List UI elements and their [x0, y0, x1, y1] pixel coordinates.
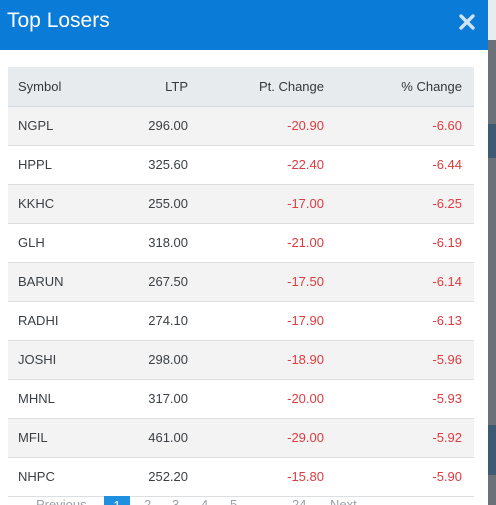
cell-ltp: 325.60 [103, 145, 198, 185]
pagination-page[interactable]: 4 [201, 497, 209, 505]
close-button[interactable] [456, 11, 478, 33]
cell-symbol: MHNL [8, 379, 103, 419]
cell-pct-change: -6.44 [335, 145, 474, 185]
modal-header: Top Losers [0, 0, 488, 50]
pagination-next[interactable]: Next [330, 497, 357, 505]
cell-symbol: NHPC [8, 457, 103, 497]
table-row[interactable]: NHPC 252.20 -15.80 -5.90 [8, 457, 474, 497]
cell-pt-change: -20.90 [198, 106, 335, 146]
page-backdrop [488, 0, 496, 505]
cell-pct-change: -6.19 [335, 223, 474, 263]
table-row[interactable]: KKHC 255.00 -17.00 -6.25 [8, 184, 474, 224]
cell-symbol: BARUN [8, 262, 103, 302]
cell-symbol: NGPL [8, 106, 103, 146]
pagination-page[interactable]: 3 [172, 497, 180, 505]
cell-ltp: 318.00 [103, 223, 198, 263]
table-row[interactable]: BARUN 267.50 -17.50 -6.14 [8, 262, 474, 302]
cell-symbol: HPPL [8, 145, 103, 185]
cell-ltp: 298.00 [103, 340, 198, 380]
cell-symbol: JOSHI [8, 340, 103, 380]
backdrop-panel [488, 425, 496, 475]
table-row[interactable]: MHNL 317.00 -20.00 -5.93 [8, 379, 474, 419]
cell-pt-change: -18.90 [198, 340, 335, 380]
cell-ltp: 255.00 [103, 184, 198, 224]
pagination-page-current[interactable]: 1 [104, 496, 130, 505]
table-row[interactable]: NGPL 296.00 -20.90 -6.60 [8, 106, 474, 146]
cell-ltp: 267.50 [103, 262, 198, 302]
pagination-page-last[interactable]: 24 [292, 497, 307, 505]
cell-pt-change: -17.00 [198, 184, 335, 224]
cell-pct-change: -5.92 [335, 418, 474, 458]
column-header-pt-change[interactable]: Pt. Change [198, 67, 335, 107]
cell-symbol: RADHI [8, 301, 103, 341]
table-row[interactable]: MFIL 461.00 -29.00 -5.92 [8, 418, 474, 458]
cell-pct-change: -6.25 [335, 184, 474, 224]
cell-pct-change: -5.96 [335, 340, 474, 380]
table-row[interactable]: JOSHI 298.00 -18.90 -5.96 [8, 340, 474, 380]
close-icon [456, 11, 478, 33]
cell-ltp: 252.20 [103, 457, 198, 497]
cell-pct-change: -5.93 [335, 379, 474, 419]
cell-pt-change: -21.00 [198, 223, 335, 263]
table-row[interactable]: RADHI 274.10 -17.90 -6.13 [8, 301, 474, 341]
cell-pt-change: -22.40 [198, 145, 335, 185]
table-header-row: Symbol LTP Pt. Change % Change [8, 67, 474, 107]
cell-pct-change: -6.60 [335, 106, 474, 146]
cell-pt-change: -29.00 [198, 418, 335, 458]
modal-title: Top Losers [7, 9, 110, 32]
cell-pt-change: -15.80 [198, 457, 335, 497]
cell-pt-change: -17.50 [198, 262, 335, 302]
cell-ltp: 317.00 [103, 379, 198, 419]
pagination-page[interactable]: 2 [144, 497, 152, 505]
backdrop-panel [488, 0, 496, 40]
cell-pt-change: -17.90 [198, 301, 335, 341]
table-row[interactable]: HPPL 325.60 -22.40 -6.44 [8, 145, 474, 185]
pagination-ellipsis: ... [258, 497, 269, 505]
column-header-symbol[interactable]: Symbol [8, 67, 103, 107]
cell-pct-change: -5.90 [335, 457, 474, 497]
cell-ltp: 296.00 [103, 106, 198, 146]
column-header-ltp[interactable]: LTP [103, 67, 198, 107]
column-header-pct-change[interactable]: % Change [335, 67, 474, 107]
pagination-previous[interactable]: Previous [36, 497, 87, 505]
cell-pct-change: -6.13 [335, 301, 474, 341]
cell-symbol: MFIL [8, 418, 103, 458]
cell-ltp: 274.10 [103, 301, 198, 341]
backdrop-panel [488, 124, 496, 158]
pagination-page[interactable]: 5 [230, 497, 238, 505]
cell-ltp: 461.00 [103, 418, 198, 458]
cell-pt-change: -20.00 [198, 379, 335, 419]
cell-symbol: KKHC [8, 184, 103, 224]
table-row[interactable]: GLH 318.00 -21.00 -6.19 [8, 223, 474, 263]
cell-symbol: GLH [8, 223, 103, 263]
cell-pct-change: -6.14 [335, 262, 474, 302]
top-losers-table: Symbol LTP Pt. Change % Change NGPL 296.0… [8, 67, 474, 497]
top-losers-table-container: Symbol LTP Pt. Change % Change NGPL 296.0… [8, 67, 474, 497]
